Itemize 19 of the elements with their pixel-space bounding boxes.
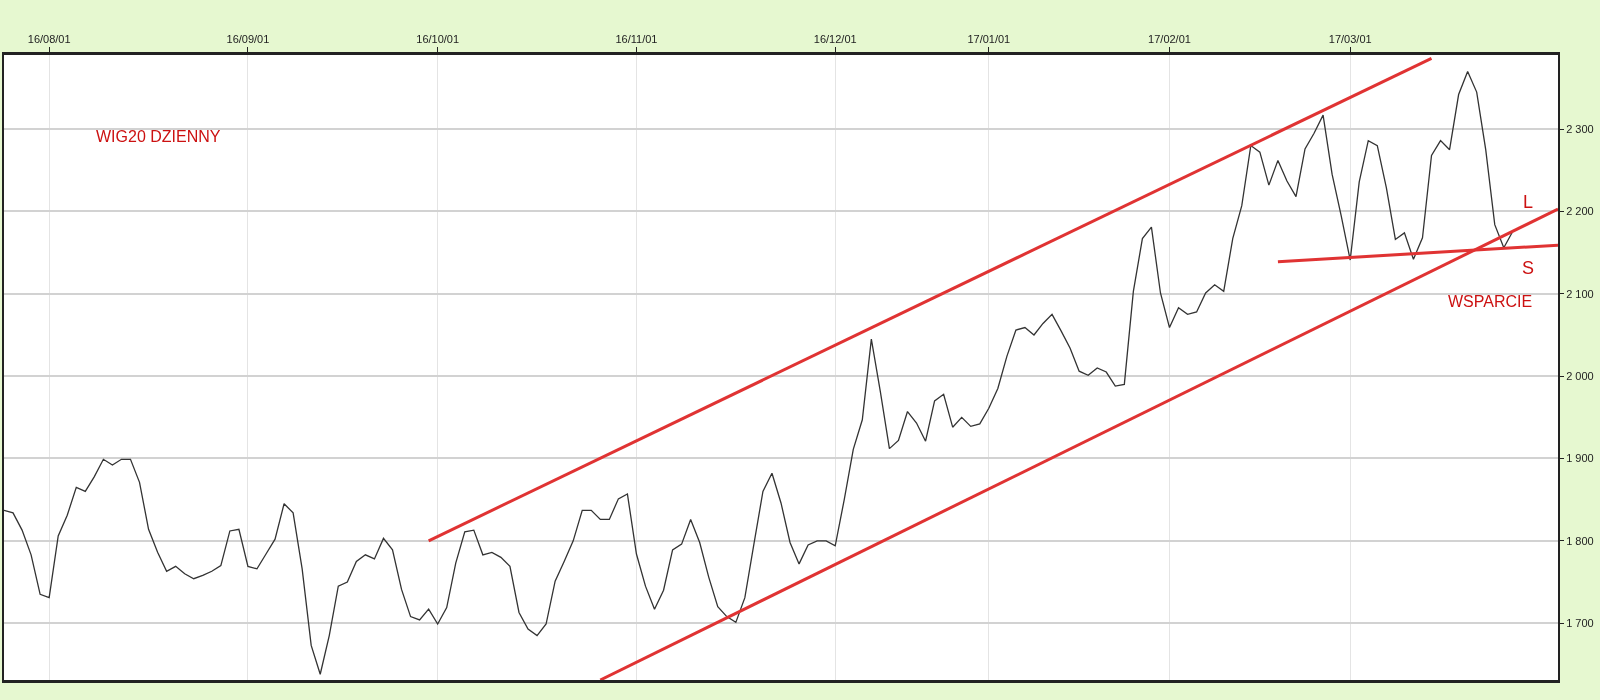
x-tick-label: 16/11/01 [615, 32, 658, 45]
x-tick-label: 17/02/01 [1148, 32, 1191, 45]
y-tick-label: 2 100 [1566, 287, 1594, 300]
annotation: S [1522, 258, 1535, 278]
annotation: L [1523, 192, 1534, 212]
x-tick-label: 16/09/01 [226, 32, 270, 45]
x-tick-label: 17/03/01 [1328, 32, 1372, 45]
annotation: WIG20 DZIENNY [96, 128, 221, 145]
annotation: WSPARCIE [1448, 293, 1533, 310]
y-tick-label: 2 200 [1566, 205, 1594, 218]
y-tick-label: 1 900 [1566, 452, 1594, 465]
x-tick-label: 17/01/01 [967, 32, 1011, 45]
x-tick-label: 16/08/01 [27, 32, 71, 45]
y-tick-label: 2 300 [1566, 122, 1594, 135]
x-tick-label: 16/10/01 [416, 32, 460, 45]
y-tick-label: 2 000 [1566, 370, 1594, 382]
y-tick-label: 1 800 [1566, 534, 1594, 547]
y-tick-label: 1 700 [1566, 617, 1594, 630]
x-tick-label: 16/12/01 [813, 32, 857, 45]
